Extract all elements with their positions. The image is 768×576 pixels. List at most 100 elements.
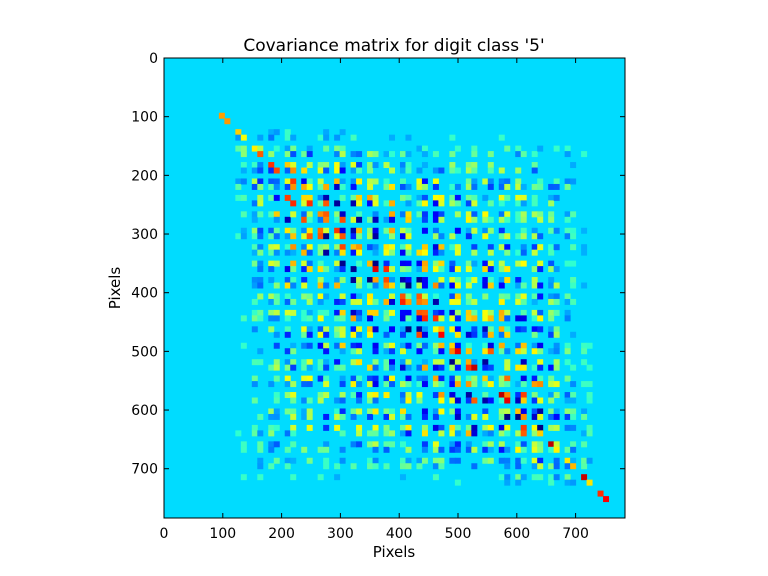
heatmap-cell: [498, 375, 505, 382]
heatmap-cell: [531, 249, 538, 256]
heatmap-cell: [367, 309, 374, 316]
heatmap-cell: [339, 178, 346, 185]
heatmap-cell: [399, 282, 406, 289]
heatmap-cell: [498, 211, 505, 218]
heatmap-cell: [251, 260, 258, 267]
heatmap-cell: [515, 430, 522, 437]
heatmap-cell: [240, 474, 247, 481]
heatmap-cell: [537, 183, 544, 190]
heatmap-cell: [356, 424, 363, 431]
heatmap-cell: [438, 216, 445, 223]
heatmap-cell: [520, 381, 527, 388]
heatmap-cell: [383, 463, 390, 470]
heatmap-cell: [465, 424, 472, 431]
heatmap-cell: [421, 381, 428, 388]
heatmap-cell: [273, 424, 280, 431]
heatmap-cell: [389, 277, 395, 284]
heatmap-cell: [383, 446, 390, 453]
heatmap-cell: [548, 266, 555, 273]
heatmap-cell: [306, 211, 313, 218]
heatmap-cell: [438, 424, 445, 431]
heatmap-cell: [367, 216, 374, 223]
heatmap-cell: [520, 457, 527, 464]
heatmap-cell: [334, 282, 341, 289]
heatmap-cell: [290, 162, 297, 169]
heatmap-cell: [504, 397, 511, 404]
heatmap-cell: [339, 233, 346, 240]
heatmap-cell: [438, 331, 445, 338]
heatmap-cell: [301, 183, 308, 190]
heatmap-cell: [504, 145, 511, 152]
heatmap-cell: [487, 348, 494, 355]
heatmap-cell: [537, 413, 544, 420]
heatmap-cell: [416, 315, 423, 322]
heatmap-cell: [284, 381, 291, 388]
heatmap-cell: [405, 134, 412, 141]
heatmap-cell: [389, 298, 395, 305]
heatmap-cell: [482, 359, 489, 366]
heatmap-cell: [548, 293, 555, 300]
heatmap-cell: [432, 194, 439, 201]
heatmap-cell: [482, 309, 489, 316]
heatmap-cell: [570, 244, 577, 251]
heatmap-cell: [416, 392, 423, 399]
heatmap-cell: [531, 167, 538, 174]
heatmap-cell: [416, 200, 423, 207]
heatmap-cell: [581, 342, 588, 349]
heatmap-cell: [548, 364, 555, 371]
heatmap-cell: [268, 446, 275, 453]
heatmap-cell: [487, 178, 494, 185]
heatmap-cell: [548, 315, 555, 322]
heatmap-cell: [432, 408, 439, 415]
heatmap-cell: [432, 309, 439, 316]
heatmap-cell: [290, 266, 297, 273]
heatmap-cell: [482, 194, 489, 201]
heatmap-cell: [520, 151, 527, 158]
heatmap-cell: [339, 227, 346, 234]
heatmap-cell: [416, 348, 423, 355]
heatmap-cell: [350, 151, 357, 158]
heatmap-cell: [301, 326, 308, 333]
heatmap-cell: [504, 326, 511, 333]
heatmap-cell: [317, 326, 324, 333]
heatmap-cell: [257, 441, 264, 448]
heatmap-cell: [405, 162, 412, 169]
heatmap-cell: [416, 178, 423, 185]
heatmap-cell: [482, 441, 489, 448]
heatmap-cell: [432, 151, 439, 158]
x-tick-label: 0: [160, 526, 169, 542]
heatmap-cell: [432, 375, 439, 382]
heatmap-cell: [432, 413, 439, 420]
heatmap-cell: [334, 474, 341, 481]
heatmap-cell: [367, 233, 374, 240]
heatmap-cell: [405, 151, 412, 158]
heatmap-cell: [399, 178, 406, 185]
heatmap-cell: [350, 216, 357, 223]
heatmap-cell: [323, 162, 330, 169]
heatmap-cell: [520, 446, 527, 453]
heatmap-cell: [284, 408, 291, 415]
heatmap-cell: [284, 430, 291, 437]
heatmap-cell: [356, 260, 363, 267]
heatmap-cell: [537, 145, 544, 152]
heatmap-cell: [356, 151, 363, 158]
heatmap-cell: [520, 424, 527, 431]
heatmap-cell: [570, 331, 577, 338]
heatmap-cell: [339, 129, 346, 136]
heatmap-cell: [251, 216, 258, 223]
heatmap-cell: [482, 381, 489, 388]
heatmap-cell: [504, 474, 511, 481]
heatmap-cell: [273, 216, 280, 223]
heatmap-cell: [257, 359, 264, 366]
heatmap-cell: [581, 381, 588, 388]
heatmap-cell: [537, 244, 544, 251]
heatmap-cell: [432, 392, 439, 399]
heatmap-cell: [339, 162, 346, 169]
heatmap-cell: [553, 424, 560, 431]
heatmap-cell: [372, 424, 379, 431]
heatmap-cell: [383, 277, 390, 284]
heatmap-cell: [339, 244, 346, 251]
heatmap-cell: [317, 277, 324, 284]
heatmap-cell: [301, 249, 308, 256]
heatmap-cell: [273, 194, 280, 201]
